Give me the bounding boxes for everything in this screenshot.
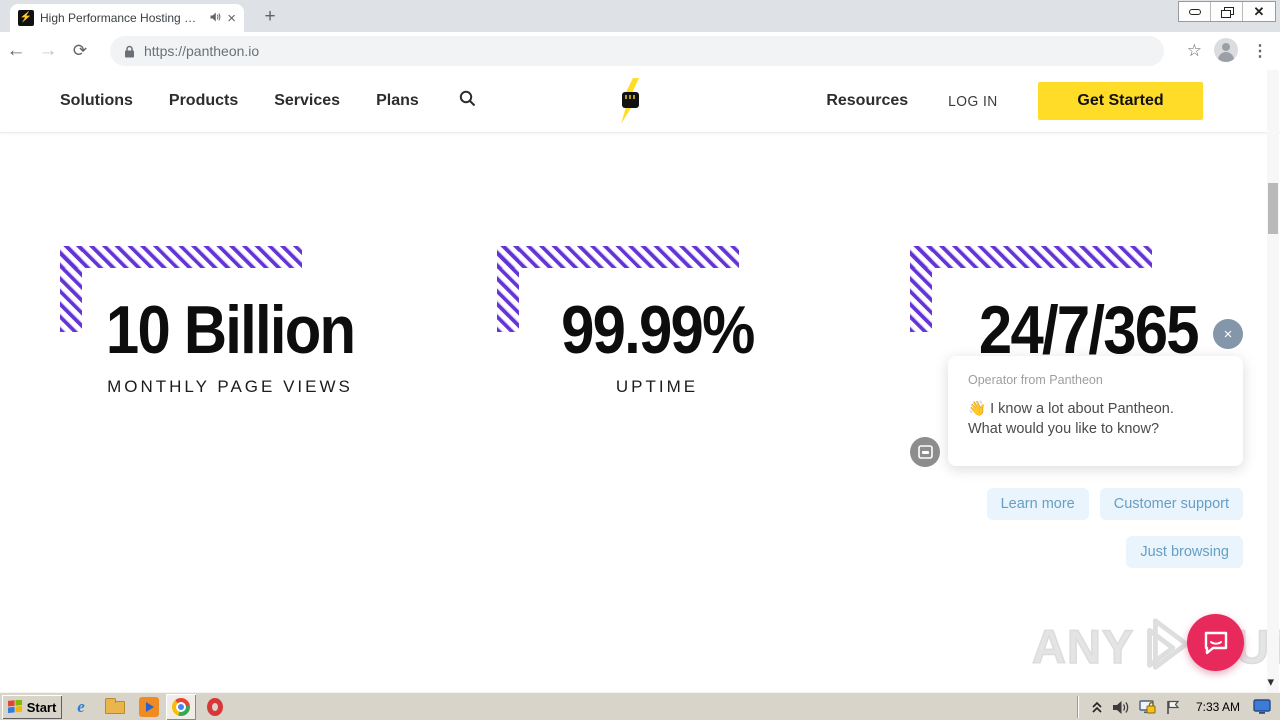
taskbar-media-player-icon[interactable]: [136, 695, 162, 719]
tab-close-icon[interactable]: ×: [227, 9, 236, 27]
start-button-label: Start: [26, 699, 57, 715]
chat-operator-avatar-icon[interactable]: [910, 437, 940, 467]
tray-display-icon[interactable]: [1253, 699, 1271, 715]
chat-bubble-icon: [1204, 631, 1227, 654]
navbar-right-group: Resources LOG IN Get Started: [826, 70, 1203, 132]
start-button[interactable]: Start: [2, 695, 62, 719]
window-close-button[interactable]: ✕: [1243, 2, 1275, 21]
watermark-any-text: ANY: [1031, 619, 1135, 674]
back-button[interactable]: ←: [6, 40, 26, 61]
chat-quick-replies-row: Just browsing: [1126, 536, 1243, 568]
maximize-icon: [1221, 7, 1234, 18]
browser-tab-strip: ⚡ High Performance Hosting & Agi × + ✕: [0, 0, 1280, 32]
hatch-decoration: [497, 246, 519, 332]
hatch-decoration: [910, 246, 1152, 268]
taskbar-opera-icon[interactable]: [202, 695, 228, 719]
browser-menu-icon[interactable]: ⋮: [1252, 43, 1268, 60]
tab-title: High Performance Hosting & Agi: [40, 11, 204, 25]
avatar-head: [1222, 43, 1230, 51]
taskbar-chrome-icon-active[interactable]: [166, 694, 196, 720]
chat-message-text: 👋 I know a lot about Pantheon. What woul…: [968, 401, 1174, 437]
window-controls: ✕: [1178, 1, 1276, 22]
tray-volume-icon[interactable]: [1112, 700, 1129, 715]
close-icon: ✕: [1253, 4, 1265, 19]
chat-reply-customer-support[interactable]: Customer support: [1099, 488, 1243, 520]
browser-toolbar: ← → ⟳ https://pantheon.io ☆ ⋮: [0, 32, 1280, 70]
minimize-icon: [1188, 8, 1201, 15]
bookmark-star-icon[interactable]: ☆: [1186, 41, 1202, 60]
taskbar-ie-icon[interactable]: e: [77, 697, 85, 716]
hatch-decoration: [60, 246, 82, 332]
browser-tab[interactable]: ⚡ High Performance Hosting & Agi ×: [10, 4, 244, 32]
search-icon[interactable]: [459, 90, 476, 112]
profile-avatar-icon[interactable]: [1214, 38, 1238, 62]
avatar-body: [1218, 52, 1234, 62]
stat-value: 10 Billion: [105, 292, 356, 368]
windows-flag-icon: [7, 700, 22, 714]
nav-item-services[interactable]: Services: [274, 92, 341, 109]
get-started-button[interactable]: Get Started: [1038, 82, 1203, 120]
anyrun-play-icon: [1136, 613, 1198, 680]
window-maximize-button[interactable]: [1211, 2, 1243, 21]
chat-quick-replies-row: Learn more Customer support: [986, 488, 1243, 520]
chat-reply-just-browsing[interactable]: Just browsing: [1126, 536, 1243, 568]
new-tab-button[interactable]: +: [264, 6, 276, 27]
next-section-heading-clipped: Pantheon is the Wh: [163, 685, 783, 692]
chat-operator-label: Operator from Pantheon: [968, 373, 1103, 387]
nav-item-solutions[interactable]: Solutions: [60, 92, 133, 109]
nav-item-resources[interactable]: Resources: [826, 92, 909, 109]
nav-item-products[interactable]: Products: [168, 92, 239, 109]
scrollbar-track[interactable]: [1267, 70, 1279, 692]
taskbar-explorer-icon[interactable]: [102, 695, 128, 719]
reload-button[interactable]: ⟳: [72, 41, 88, 60]
navbar-left-group: Solutions Products Services Plans: [60, 70, 476, 132]
hatch-decoration: [60, 246, 302, 268]
stat-label: UPTIME: [615, 377, 699, 396]
tray-divider: [1076, 696, 1079, 718]
tab-audio-icon: [209, 11, 221, 26]
scroll-down-arrow-icon[interactable]: ▾: [1267, 674, 1274, 689]
chat-close-icon: ×: [1223, 325, 1233, 343]
tray-clock[interactable]: 7:33 AM: [1195, 700, 1240, 714]
stat-value: 99.99%: [560, 292, 755, 368]
chat-reply-learn-more[interactable]: Learn more: [986, 488, 1089, 520]
pantheon-favicon-icon: ⚡: [18, 10, 34, 26]
scrollbar-thumb[interactable]: [1268, 183, 1278, 234]
chat-close-button[interactable]: ×: [1213, 319, 1243, 349]
stat-label: MONTHLY PAGE VIEWS: [107, 377, 353, 396]
chat-launcher-button[interactable]: [1187, 614, 1244, 671]
pantheon-logo-icon[interactable]: [612, 78, 648, 124]
login-link[interactable]: LOG IN: [948, 92, 998, 110]
address-bar[interactable]: https://pantheon.io: [110, 36, 1164, 66]
lock-icon[interactable]: [124, 45, 135, 58]
stat-value: 24/7/365: [978, 292, 1200, 368]
hatch-decoration: [910, 246, 932, 332]
tray-expand-chevron-icon[interactable]: [1092, 701, 1102, 713]
chat-popup-card: Operator from Pantheon 👋 I know a lot ab…: [948, 356, 1243, 466]
tray-security-alert-icon[interactable]: [1139, 699, 1156, 715]
window-minimize-button[interactable]: [1179, 2, 1211, 21]
nav-item-plans[interactable]: Plans: [376, 92, 419, 109]
site-navbar: Solutions Products Services Plans Resour…: [0, 70, 1280, 133]
forward-button[interactable]: →: [38, 40, 58, 61]
taskbar: Start e 7:33 AM: [0, 692, 1280, 720]
hatch-decoration: [497, 246, 739, 268]
tray-action-center-flag-icon[interactable]: [1166, 700, 1181, 715]
system-tray: 7:33 AM: [1076, 693, 1280, 720]
url-text[interactable]: https://pantheon.io: [144, 43, 260, 59]
